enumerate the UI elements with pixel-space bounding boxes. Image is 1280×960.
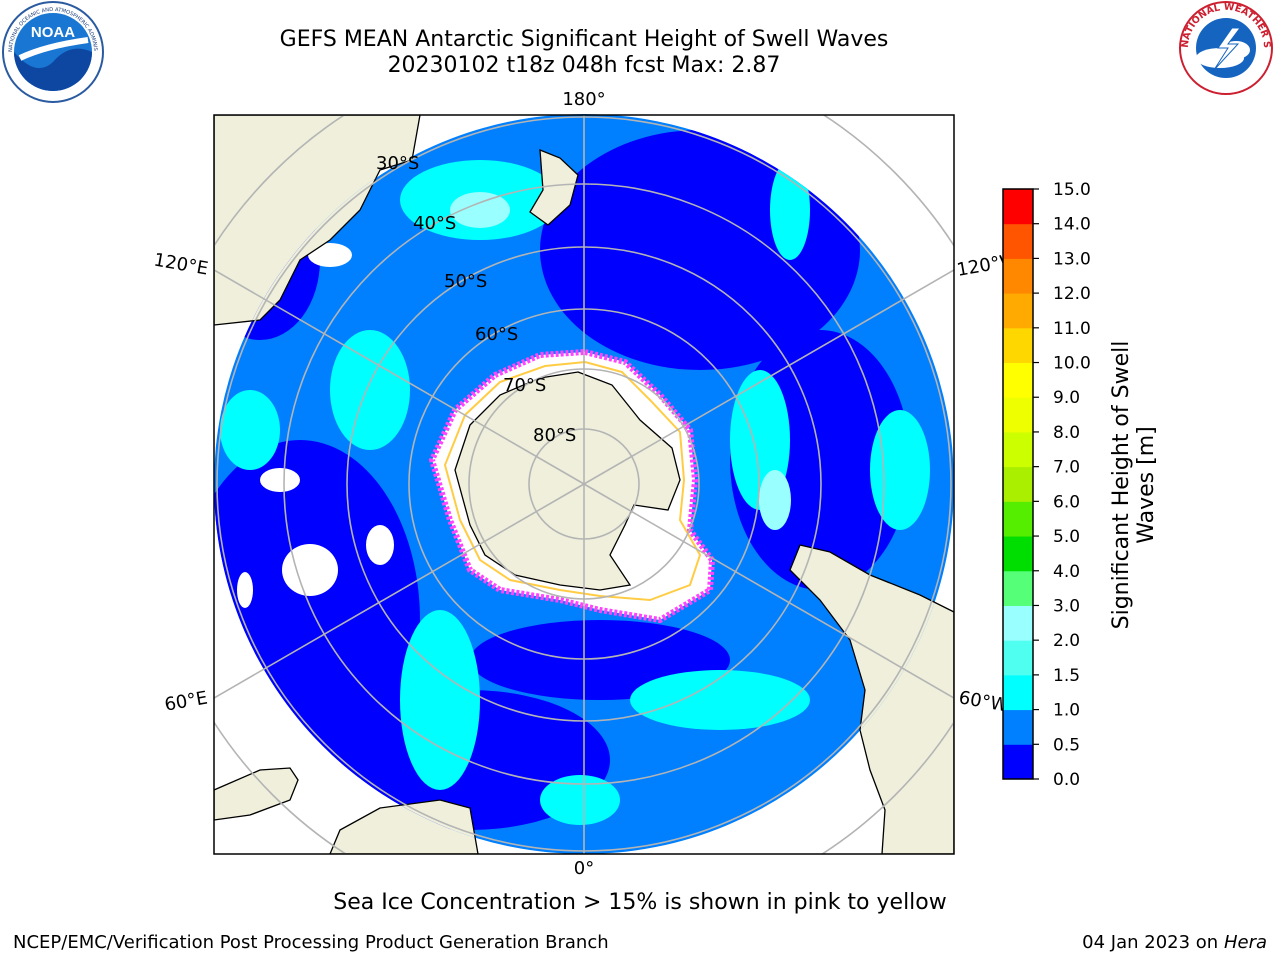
sea-ice-caption: Sea Ice Concentration > 15% is shown in … [333,890,947,915]
colorbar-swatch [1003,536,1033,572]
noaa-logo: NOAA NATIONAL OCEANIC AND ATMOSPHERIC AD… [0,0,104,103]
colorbar-tick-label: 5.0 [1053,527,1080,547]
colorbar-tick-label: 7.0 [1053,458,1080,478]
colorbar-tick-label: 13.0 [1053,249,1091,269]
colorbar-tick-label: 12.0 [1053,284,1091,304]
colorbar-swatch [1003,501,1033,537]
footer-date: 04 Jan 2023 on Hera [1082,932,1267,953]
lat-label-70s: 70°S [503,375,546,396]
chart-title: GEFS MEAN Antarctic Significant Height o… [279,27,889,52]
colorbar-tick-label: 10.0 [1053,354,1091,374]
lat-label-50s: 50°S [444,271,487,292]
colorbar-swatch [1003,744,1033,780]
colorbar-swatch [1003,431,1033,468]
colorbar-swatch [1003,189,1033,225]
graticule [214,115,954,854]
colorbar-tick-label: 3.0 [1053,596,1080,616]
colorbar-tick-label: 0.0 [1053,770,1080,790]
colorbar-tick-label: 6.0 [1053,492,1080,512]
colorbar-swatch [1003,640,1033,676]
colorbar-label-line1: Significant Height of Swell [1109,341,1134,630]
chart-subtitle: 20230102 t18z 048h fcst Max: 2.87 [387,53,781,78]
colorbar-tick-label: 2.0 [1053,631,1080,651]
colorbar-tick-label: 9.0 [1053,388,1080,408]
colorbar-swatch [1003,223,1033,259]
lat-label-30s: 30°S [376,153,419,174]
svg-text:NATIONAL WEATHER SERVICE: NATIONAL WEATHER SERVICE [0,0,1272,49]
colorbar-tick-label: 0.5 [1053,735,1080,755]
nws-ring-text: NATIONAL WEATHER SERVICE [0,0,1272,49]
colorbar-swatch [1003,258,1033,294]
colorbar-tick-label: 4.0 [1053,562,1080,582]
colorbar-swatch [1003,362,1033,398]
map-frame [213,114,955,855]
colorbar: 0.0 0.5 1.0 1.5 2.0 3.0 4.0 5.0 6.0 7.0 8.0 9.0 10.0… [1002,180,1091,790]
nws-logo: NATIONAL WEATHER SERVICE [0,0,1273,95]
colorbar-swatch [1003,327,1033,364]
colorbar-tick-label: 1.5 [1053,666,1080,686]
colorbar-swatch [1003,709,1033,745]
lon-label-0: 0° [574,858,594,879]
colorbar-tick-label: 14.0 [1053,215,1091,235]
lon-label-60w: 60°W [957,687,1010,716]
footer-credit: NCEP/EMC/Verification Post Processing Pr… [13,932,609,953]
lon-label-60e: 60°E [163,687,209,715]
lon-label-120e: 120°E [152,249,210,279]
colorbar-tick-label: 15.0 [1053,180,1091,200]
noaa-logo-text: NOAA [31,24,75,41]
colorbar-swatch [1003,466,1033,502]
colorbar-frame [1002,188,1034,780]
lat-label-80s: 80°S [533,425,576,446]
colorbar-swatch [1003,570,1033,606]
colorbar-swatch [1003,674,1033,711]
footer-machine: Hera [1223,932,1267,953]
colorbar-swatch [1003,397,1033,433]
lat-label-60s: 60°S [475,324,518,345]
lat-label-40s: 40°S [413,213,456,234]
colorbar-label-line2: Waves [m] [1134,426,1159,543]
colorbar-tick-label: 11.0 [1053,319,1091,339]
colorbar-swatch [1003,605,1033,641]
colorbar-tick-label: 8.0 [1053,423,1080,443]
footer-date-text: 04 Jan 2023 on [1082,932,1224,953]
colorbar-tick-label: 1.0 [1053,701,1080,721]
antarctica [428,348,716,624]
lon-label-180: 180° [562,89,605,110]
colorbar-swatch [1003,293,1033,329]
